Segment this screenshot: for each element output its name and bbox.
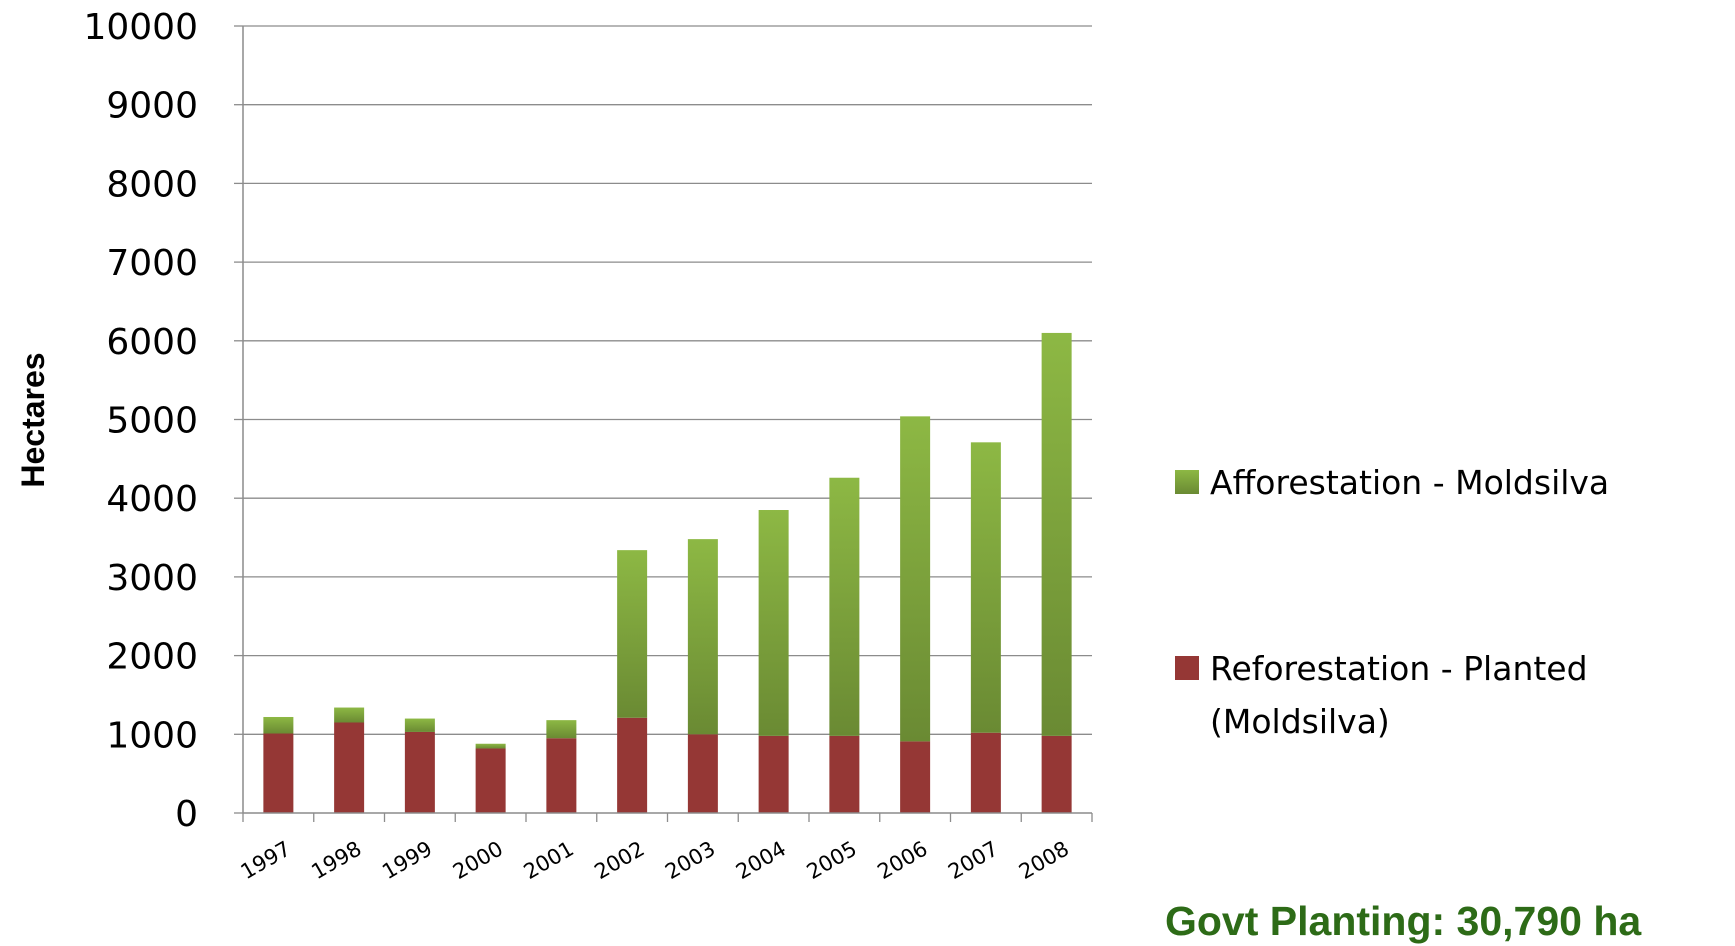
x-tick-label: 1997: [237, 837, 295, 885]
x-tick-label: 2008: [1015, 837, 1073, 885]
x-tick-label: 1998: [307, 837, 365, 885]
y-tick-label: 0: [175, 794, 198, 835]
bar-reforestation-1999: [404, 731, 435, 813]
bar-reforestation-2000: [475, 748, 506, 813]
bar-reforestation-1997: [263, 733, 294, 813]
legend-swatch-reforestation: [1175, 656, 1199, 680]
bar-afforestation-2000: [475, 743, 506, 749]
x-tick-label: 2005: [803, 837, 861, 885]
x-tick-label: 2002: [590, 837, 648, 885]
legend-label-afforestation: Afforestation - Moldsilva: [1210, 463, 1609, 502]
bar-reforestation-2003: [687, 734, 718, 813]
legend-swatch-afforestation: [1175, 470, 1199, 494]
bar-reforestation-1998: [334, 722, 365, 813]
bar-reforestation-2007: [970, 732, 1001, 813]
x-tick-label: 2004: [732, 837, 790, 885]
y-tick-label: 6000: [106, 322, 198, 363]
gridlines: [234, 25, 1092, 814]
y-tick-label: 1000: [106, 715, 198, 756]
bar-afforestation-2004: [758, 510, 789, 736]
x-tick-label: 2006: [873, 837, 931, 885]
y-tick-label: 3000: [106, 558, 198, 599]
y-axis-label: Hectares: [15, 352, 51, 487]
bar-afforestation-1999: [404, 718, 435, 732]
bar-afforestation-2005: [829, 477, 860, 736]
x-tick-label: 2007: [944, 837, 1002, 885]
y-tick-label: 4000: [106, 479, 198, 520]
bar-afforestation-2001: [546, 720, 577, 739]
bar-afforestation-1998: [334, 707, 365, 723]
bar-reforestation-2002: [617, 717, 648, 813]
x-tick-label: 2001: [520, 837, 578, 885]
y-tick-label: 7000: [106, 243, 198, 284]
bar-afforestation-2008: [1041, 332, 1072, 736]
y-tick-label: 9000: [106, 86, 198, 127]
legend: Afforestation - Moldsilva Reforestation …: [1175, 463, 1609, 741]
bar-afforestation-2007: [970, 442, 1001, 733]
bar-afforestation-1997: [263, 716, 294, 734]
x-tick-labels: 1997 1998 1999 2000 2001 2002 2003 2004 2005 2006…: [237, 837, 1074, 885]
bar-afforestation-2002: [617, 550, 648, 718]
bar-reforestation-2006: [900, 741, 931, 813]
legend-label-reforestation-line1: Reforestation - Planted: [1210, 649, 1588, 688]
bar-afforestation-2003: [687, 539, 718, 735]
x-tick-label: 1999: [378, 837, 436, 885]
bar-reforestation-2005: [829, 735, 860, 813]
bar-afforestation-2006: [900, 416, 931, 742]
bar-reforestation-2001: [546, 738, 577, 813]
bars: [263, 332, 1072, 813]
x-tick-label: 2000: [449, 837, 507, 885]
axes: [242, 26, 1093, 822]
govt-planting-total: Govt Planting: 30,790 ha: [1165, 898, 1642, 944]
y-tick-label: 2000: [106, 637, 198, 678]
bar-reforestation-2004: [758, 735, 789, 813]
y-tick-label: 8000: [106, 164, 198, 205]
y-tick-labels: 0 1000 2000 3000 4000 5000 6000 7000 8000 9000 100…: [83, 7, 198, 835]
y-tick-label: 10000: [83, 7, 198, 48]
y-tick-label: 5000: [106, 401, 198, 442]
bar-reforestation-2008: [1041, 735, 1072, 813]
x-tick-label: 2003: [661, 837, 719, 885]
legend-label-reforestation-line2: (Moldsilva): [1210, 702, 1390, 741]
